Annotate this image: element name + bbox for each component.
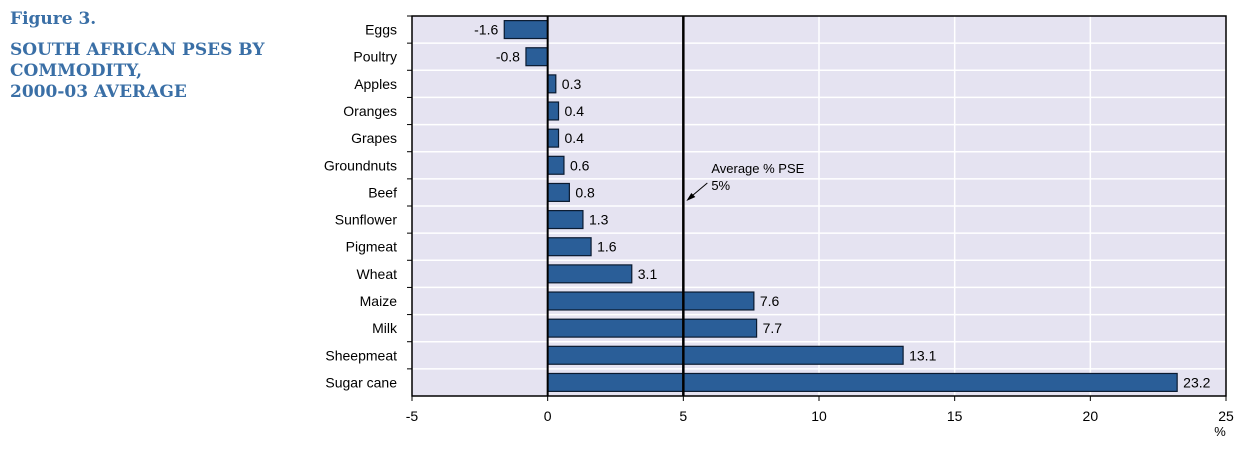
x-tick-label: 15 <box>947 408 963 424</box>
value-label: 13.1 <box>909 347 936 363</box>
bar-milk <box>547 318 758 338</box>
category-label: Milk <box>372 320 398 336</box>
x-tick-label: 0 <box>544 408 552 424</box>
figure-header: Figure 3. SOUTH AFRICAN PSES BY COMMODIT… <box>10 8 300 103</box>
figure-number: Figure 3. <box>10 9 97 29</box>
category-label: Sugar cane <box>325 374 397 390</box>
x-tick-label: -5 <box>406 408 419 424</box>
category-label: Grapes <box>351 130 397 146</box>
value-label: 3.1 <box>638 266 658 282</box>
category-label: Groundnuts <box>324 157 397 173</box>
average-label-value: 5% <box>711 178 730 193</box>
value-label: 0.6 <box>570 157 590 173</box>
bar-sunflower <box>547 210 584 230</box>
category-label: Beef <box>368 184 397 200</box>
value-label: 0.4 <box>565 103 585 119</box>
value-label: 7.7 <box>763 320 783 336</box>
category-label: Maize <box>360 293 398 309</box>
x-tick-label: 25 <box>1218 408 1234 424</box>
value-label: -1.6 <box>474 22 498 38</box>
x-tick-label: 20 <box>1083 408 1099 424</box>
bar-eggs <box>503 20 549 40</box>
figure-title-line-1: SOUTH AFRICAN PSES BY <box>10 40 265 60</box>
x-tick-label: 5 <box>679 408 687 424</box>
figure-title: SOUTH AFRICAN PSES BY COMMODITY, 2000-03… <box>10 40 300 103</box>
bar-pigmeat <box>547 237 592 257</box>
figure-title-line-2: COMMODITY, <box>10 61 142 81</box>
category-label: Sheepmeat <box>325 347 397 363</box>
bar-apples <box>547 74 557 94</box>
figure-title-line-3: 2000-03 AVERAGE <box>10 82 187 102</box>
bar-beef <box>547 182 570 202</box>
bar-groundnuts <box>547 155 565 175</box>
category-label: Oranges <box>343 103 397 119</box>
value-label: 7.6 <box>760 293 780 309</box>
value-label: -0.8 <box>496 49 520 65</box>
bar-oranges <box>547 101 560 121</box>
value-label: 0.4 <box>565 130 585 146</box>
value-label: 1.3 <box>589 212 609 228</box>
x-tick-label: 10 <box>811 408 827 424</box>
bar-maize <box>547 291 755 311</box>
bar-sheepmeat <box>547 345 904 365</box>
x-unit-label: % <box>1214 424 1226 439</box>
category-label: Apples <box>354 76 397 92</box>
value-label: 0.8 <box>575 184 595 200</box>
average-label: Average % PSE <box>711 161 804 176</box>
bar-grapes <box>547 128 560 148</box>
value-label: 23.2 <box>1183 374 1210 390</box>
category-label: Sunflower <box>335 212 398 228</box>
bar-wheat <box>547 264 633 284</box>
bar-sugar-cane <box>547 372 1178 392</box>
category-label: Pigmeat <box>346 239 397 255</box>
value-label: 0.3 <box>562 76 582 92</box>
category-label: Eggs <box>365 22 397 38</box>
bar-poultry <box>525 47 549 67</box>
value-label: 1.6 <box>597 239 617 255</box>
category-label: Poultry <box>353 49 397 65</box>
category-label: Wheat <box>357 266 398 282</box>
average-arrow-head <box>686 193 696 201</box>
